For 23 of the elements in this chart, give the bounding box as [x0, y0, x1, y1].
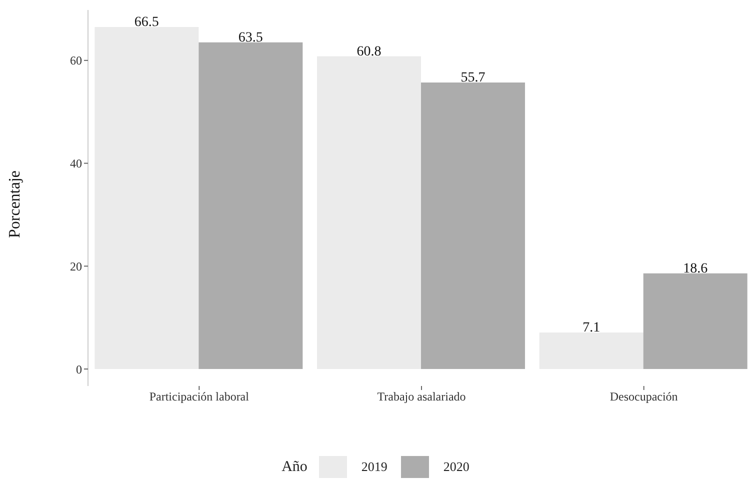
data-label: 7.1 [582, 320, 600, 336]
legend-label: 2019 [361, 459, 388, 475]
data-label: 66.5 [134, 14, 159, 30]
bar [539, 332, 644, 370]
bar [421, 82, 526, 370]
y-tick-label: 20 [70, 259, 82, 274]
data-label: 63.5 [238, 30, 263, 46]
bar [94, 26, 199, 370]
legend-label: 2020 [443, 459, 470, 475]
data-label: 60.8 [356, 44, 382, 60]
x-tick-label: Participación laboral [149, 390, 250, 404]
legend-title: Año [282, 458, 308, 476]
data-label: 18.6 [683, 261, 708, 276]
y-axis-title: Porcentaje [6, 170, 24, 238]
y-tick-label: 40 [70, 156, 82, 171]
y-tick-label: 60 [70, 54, 82, 68]
bar [643, 273, 748, 370]
data-label: 55.7 [460, 70, 486, 86]
bar [198, 42, 303, 370]
x-tick-label: Trabajo asalariado [377, 390, 466, 404]
bar [317, 56, 422, 370]
y-tick-label: 0 [76, 362, 82, 376]
x-tick-label: Desocupación [610, 390, 678, 404]
